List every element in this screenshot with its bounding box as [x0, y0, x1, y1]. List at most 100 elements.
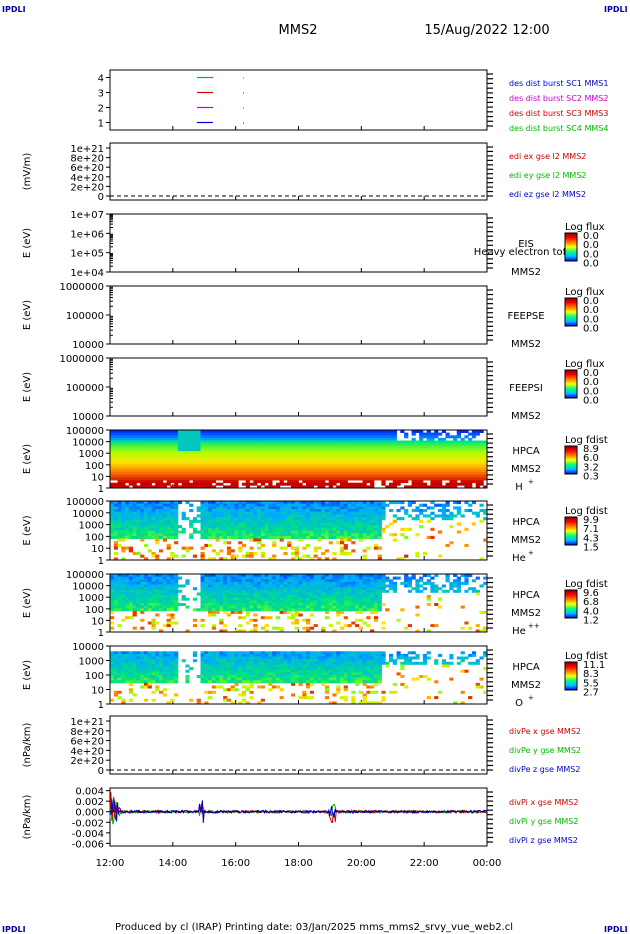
spectro-cell: [219, 527, 224, 531]
spectro-cell: [136, 592, 141, 596]
spectro-cell: [185, 443, 190, 447]
spectro-cell: [430, 466, 435, 470]
spectro-cell: [155, 579, 160, 583]
spectro-cell: [181, 445, 186, 449]
spectro-cell: [283, 509, 288, 513]
spectro-cell: [306, 600, 311, 604]
spectro-cell: [219, 451, 224, 455]
spectro-cell: [215, 552, 220, 556]
spectro-cell: [370, 517, 375, 521]
spectro-cell: [185, 456, 190, 460]
spectro-cell: [370, 535, 375, 539]
spectro-cell: [358, 453, 363, 457]
spectro-cell: [283, 469, 288, 473]
spectro-cell: [132, 608, 137, 612]
spectro-cell: [340, 461, 345, 465]
spectro-cell: [358, 589, 363, 593]
spectro-cell: [257, 506, 262, 510]
spectro-cell: [358, 608, 363, 612]
spectro-cell: [283, 581, 288, 585]
spectro-cell: [253, 587, 258, 591]
spectro-cell: [208, 517, 213, 521]
spectro-cell: [200, 576, 205, 580]
spectro-cell: [219, 574, 224, 577]
spectro-cell: [159, 443, 164, 447]
spectro-cell: [309, 453, 314, 457]
spectro-cell: [257, 430, 262, 433]
spectro-cell: [306, 464, 311, 468]
spectro-cell: [128, 466, 133, 470]
spectro-cell: [381, 456, 386, 460]
spectro-cell: [317, 477, 322, 481]
spectro-cell: [415, 430, 420, 433]
spectro-cell: [136, 456, 141, 460]
spectro-cell: [324, 576, 330, 580]
spectro-cell: [170, 506, 175, 510]
spectro-cell: [306, 626, 311, 630]
spectro-cell: [426, 443, 431, 447]
spectro-cell: [234, 595, 239, 599]
spectro-cell: [117, 656, 122, 660]
spectro-cell: [483, 576, 488, 580]
spectro-cell: [471, 464, 477, 468]
spectro-cell: [373, 445, 379, 449]
spectro-cell: [230, 511, 235, 515]
spectro-cell: [475, 466, 480, 470]
spectro-cell: [272, 605, 277, 609]
spectro-cell: [223, 517, 228, 521]
spectro-cell: [208, 456, 213, 460]
spectro-cell: [132, 626, 137, 630]
spectro-cell: [324, 466, 330, 470]
spectro-cell: [366, 501, 371, 505]
spectro-cell: [279, 503, 284, 507]
spectro-cell: [128, 511, 133, 515]
spectro-cell: [208, 469, 213, 473]
spectro-cell: [166, 474, 171, 478]
spectro-cell: [174, 527, 179, 531]
spectro-cell: [475, 589, 480, 593]
spectro-cell: [238, 503, 243, 507]
spectro-cell: [328, 600, 333, 604]
spectro-cell: [208, 535, 213, 539]
spectro-cell: [287, 530, 292, 534]
spectro-cell: [125, 677, 130, 681]
spectro-cell: [321, 519, 326, 523]
spectro-cell: [215, 514, 220, 518]
spectro-cell: [162, 482, 167, 486]
spectro-cell: [181, 595, 186, 599]
spectro-cell: [162, 474, 167, 478]
spectro-cell: [147, 574, 152, 577]
spectro-cell: [306, 581, 311, 585]
spectro-cell: [238, 530, 243, 534]
spectro-cell: [445, 517, 450, 521]
spectro-cell: [264, 530, 269, 534]
spectro-cell: [113, 597, 118, 601]
spectro-cell: [215, 600, 220, 604]
spectro-cell: [226, 541, 232, 545]
spectro-cell: [441, 477, 446, 481]
spectro-cell: [155, 514, 160, 518]
spectro-cell: [340, 584, 345, 588]
spectro-cell: [200, 503, 205, 507]
spectro-cell: [366, 605, 371, 609]
spectro-cell: [283, 552, 288, 556]
spectro-cell: [241, 517, 247, 521]
spectro-cell: [143, 469, 149, 473]
spectro-cell: [407, 469, 412, 473]
spectro-cell: [117, 651, 122, 655]
spectro-cell: [283, 474, 288, 478]
spectro-cell: [351, 511, 356, 515]
spectro-cell: [294, 589, 299, 593]
spectro-cell: [143, 466, 149, 470]
spectro-cell: [113, 589, 118, 593]
spectro-cell: [121, 576, 126, 580]
spectro-cell: [208, 579, 213, 583]
spectro-cell: [110, 445, 115, 449]
spectro-cell: [471, 480, 477, 484]
spectro-cell: [117, 530, 122, 534]
spectro-cell: [253, 613, 258, 617]
spectro-cell: [181, 432, 186, 436]
spectro-cell: [128, 519, 133, 523]
spectro-cell: [347, 538, 352, 542]
spectro-cell: [313, 514, 318, 518]
